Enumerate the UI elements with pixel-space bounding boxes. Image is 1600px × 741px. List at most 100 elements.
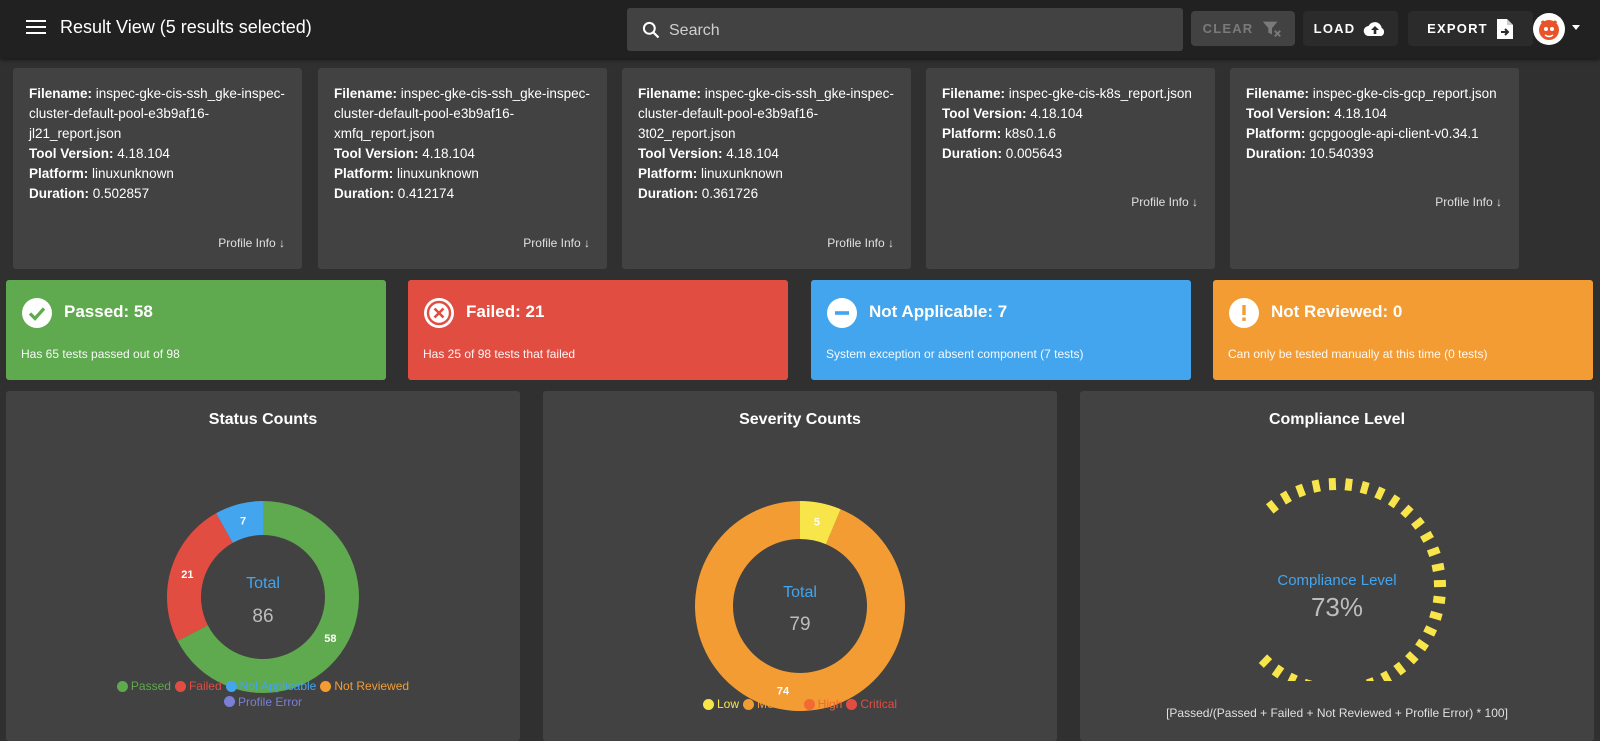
status-description: Has 65 tests passed out of 98 [21,347,180,361]
legend-item[interactable]: Critical [846,697,897,711]
slice-value-label: 5 [814,517,820,529]
clear-filters-button[interactable]: CLEAR [1191,11,1295,46]
gauge-tick [1428,550,1439,554]
donut-center-value: 86 [252,606,273,627]
load-button[interactable]: LOAD [1303,11,1398,46]
logo-icon [1533,13,1565,45]
filename-value: inspec-gke-cis-gcp_report.json [1313,86,1497,101]
chart-title: Severity Counts [543,411,1057,429]
tool-version-value: 4.18.104 [1030,106,1083,121]
duration-value: 10.540393 [1310,146,1374,161]
platform-value: k8s0.1.6 [1005,126,1056,141]
platform-label: Platform: [1246,126,1305,141]
not-applicable-status-card[interactable]: Not Applicable: 7 System exception or ab… [811,280,1191,380]
profile-info-link[interactable]: Profile Info ↓ [1435,192,1502,212]
user-avatar[interactable] [1533,13,1565,45]
gauge-tick [1408,654,1417,662]
filename-label: Filename: [942,86,1005,101]
gauge-tick [1422,534,1432,540]
donut-slice-failed[interactable] [167,513,233,641]
tool-version-label: Tool Version: [638,146,723,161]
legend-item[interactable]: Low [703,697,739,711]
filename-value: inspec-gke-cis-k8s_report.json [1009,86,1192,101]
status-description: Can only be tested manually at this time… [1228,347,1487,361]
passed-status-card[interactable]: Passed: 58 Has 65 tests passed out of 98 [6,280,386,380]
gauge-tick [1377,488,1382,499]
page-title: Result View (5 results selected) [60,17,312,38]
gauge-tick [1348,479,1349,491]
gauge-tick [1430,614,1442,617]
platform-value: gcpgoogle-api-client-v0.34.1 [1309,126,1479,141]
gauge-tick [1403,507,1411,516]
minus-circle-icon [827,298,857,328]
legend-dot-icon [117,681,128,692]
legend-dot-icon [743,699,754,710]
duration-label: Duration: [29,186,89,201]
compliance-gauge: Compliance Level 73% [1080,391,1594,681]
legend-item[interactable]: Not Reviewed [320,679,409,693]
gauge-tick [1417,642,1427,649]
gauge-tick [1289,674,1294,681]
file-card: Filename: inspec-gke-cis-gcp_report.json… [1230,68,1519,269]
slice-value-label: 74 [777,685,790,697]
slice-value-label: 58 [324,633,336,645]
donut-center-label: Total [246,575,280,592]
filename-label: Filename: [1246,86,1309,101]
legend-item[interactable]: Not Applicable [226,679,317,693]
filename-label: Filename: [334,86,397,101]
search-box[interactable] [627,8,1183,51]
chevron-down-icon[interactable] [1572,25,1580,30]
gauge-tick [1433,599,1445,600]
platform-value: linuxunknown [701,166,783,181]
tool-version-label: Tool Version: [334,146,419,161]
gauge-tick [1332,478,1333,490]
platform-value: linuxunknown [92,166,174,181]
profile-info-link[interactable]: Profile Info ↓ [218,233,285,253]
gauge-tick [1269,502,1277,511]
search-input[interactable] [667,8,1171,53]
legend-dot-icon [224,696,235,707]
status-description: Has 25 of 98 tests that failed [423,347,575,361]
file-card: Filename: inspec-gke-cis-k8s_report.json… [926,68,1215,269]
donut-center-label: Total [783,584,817,601]
duration-value: 0.412174 [398,186,454,201]
status-title: Passed: 58 [64,302,153,322]
gauge-tick [1283,492,1289,502]
duration-label: Duration: [942,146,1002,161]
legend-item[interactable]: Profile Error [224,695,302,709]
not-reviewed-status-card[interactable]: Not Reviewed: 0 Can only be tested manua… [1213,280,1593,380]
slice-value-label: 7 [240,516,246,528]
export-button[interactable]: EXPORT [1408,11,1533,46]
x-circle-icon [424,298,454,328]
hamburger-menu-icon[interactable] [26,20,46,36]
legend-item[interactable]: Medium [743,697,800,711]
status-title: Not Applicable: 7 [869,302,1007,322]
search-icon [641,20,661,40]
legend-label: Medium [757,697,800,711]
legend-item[interactable]: Failed [175,679,222,693]
profile-info-link[interactable]: Profile Info ↓ [523,233,590,253]
gauge-label: Compliance Level [1277,572,1396,589]
status-title: Not Reviewed: 0 [1271,302,1402,322]
status-description: System exception or absent component (7 … [826,347,1083,361]
gauge-tick [1363,482,1366,494]
profile-info-link[interactable]: Profile Info ↓ [1131,192,1198,212]
failed-status-card[interactable]: Failed: 21 Has 25 of 98 tests that faile… [408,280,788,380]
tool-version-value: 4.18.104 [726,146,779,161]
tool-version-value: 4.18.104 [422,146,475,161]
legend-item[interactable]: Passed [117,679,171,693]
legend-label: Failed [189,679,222,693]
check-circle-icon [22,298,52,328]
platform-label: Platform: [942,126,1001,141]
legend-label: Not Applicable [240,679,317,693]
profile-info-link[interactable]: Profile Info ↓ [827,233,894,253]
slice-value-label: 21 [181,569,193,581]
legend-item[interactable]: High [804,697,843,711]
duration-label: Duration: [1246,146,1306,161]
gauge-tick [1305,680,1308,681]
gauge-tick [1396,664,1403,674]
tool-version-label: Tool Version: [942,106,1027,121]
legend-dot-icon [703,699,714,710]
